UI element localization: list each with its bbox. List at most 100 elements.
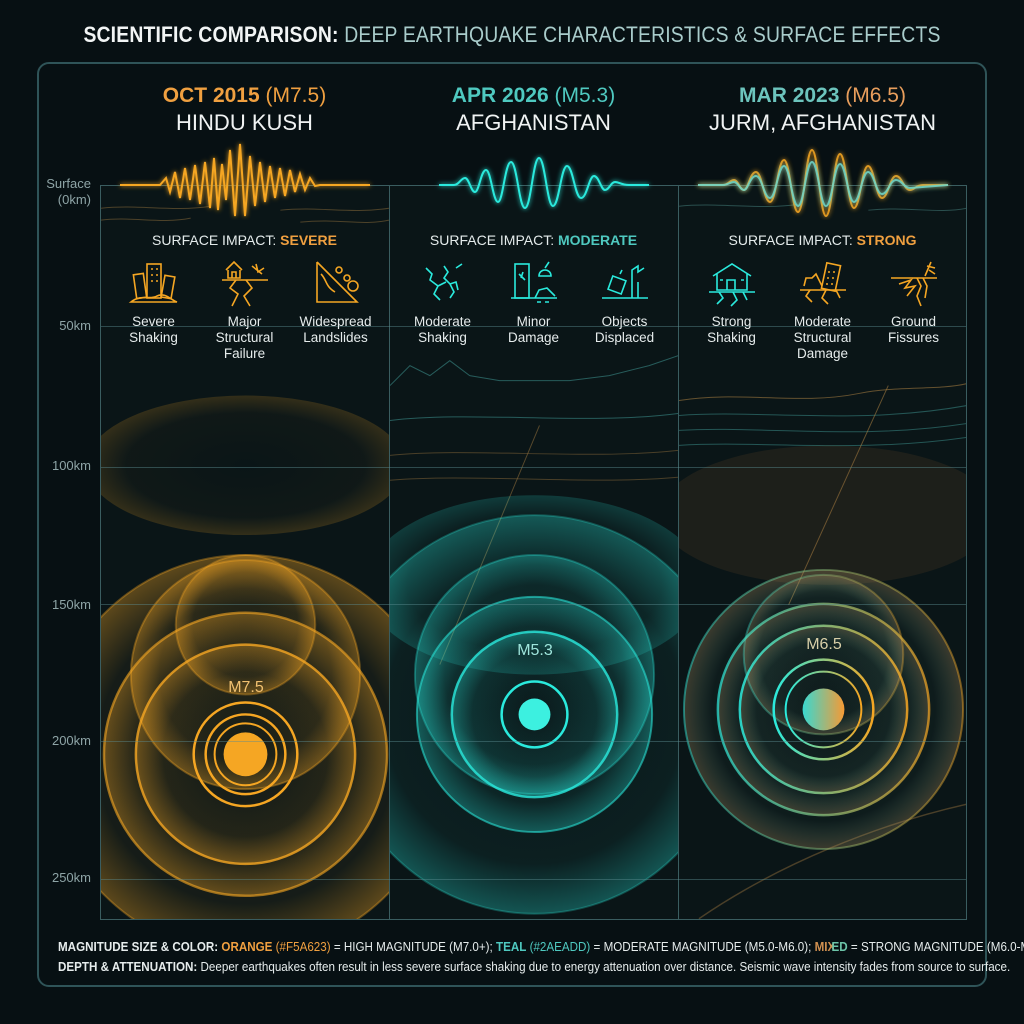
impact-level: MODERATE xyxy=(558,232,638,248)
gridline-150km xyxy=(101,604,966,605)
seismogram-mixed xyxy=(698,148,949,218)
landslide-icon xyxy=(315,261,359,303)
event-column-2026: M5.3 xyxy=(390,186,679,919)
impact-level: SEVERE xyxy=(280,232,337,248)
legend-teal-desc: = MODERATE MAGNITUDE (M5.0-M6.0); xyxy=(593,940,812,954)
epicenter-dot xyxy=(802,688,845,731)
page-title: SCIENTIFIC COMPARISON: DEEP EARTHQUAKE C… xyxy=(61,22,962,48)
surface-impact-2023: SURFACE IMPACT: STRONG xyxy=(678,232,967,248)
legend-mixed-desc: = STRONG MAGNITUDE (M6.0-M7.0). xyxy=(850,940,1024,954)
collapsing-buildings-icon xyxy=(128,263,177,303)
event-date-text: MAR 2023 xyxy=(739,84,840,107)
effect-label-1: Severe xyxy=(132,314,175,329)
seismic-rings-mixed xyxy=(679,203,966,919)
effect-label-1: Moderate xyxy=(793,314,852,329)
legend-mixed-word-b: ED xyxy=(831,940,848,954)
event-date-text: OCT 2015 xyxy=(162,84,260,107)
gridline-50km xyxy=(101,326,966,327)
legend-teal-word: TEAL xyxy=(495,940,527,954)
epicenter-dot xyxy=(223,732,268,777)
depth-label-150: 150km xyxy=(51,597,91,612)
legend-mixed-word-a: MIX xyxy=(814,940,836,954)
effect-item: Minor Damage xyxy=(491,256,577,346)
legend-line-depth: DEPTH & ATTENUATION: Deeper earthquakes … xyxy=(58,957,1010,977)
effect-label-2: Landslides xyxy=(303,330,368,345)
seismogram-orange xyxy=(120,143,370,217)
effect-label-1: Objects xyxy=(601,314,648,329)
surface-impact-2026: SURFACE IMPACT: MODERATE xyxy=(389,232,678,248)
legend-text: Deeper earthquakes often result in less … xyxy=(200,960,1011,974)
effect-label-2: Shaking xyxy=(707,330,756,345)
legend: MAGNITUDE SIZE & COLOR: ORANGE (#F5A623)… xyxy=(58,937,1024,977)
depth-label-sub: (0km) xyxy=(57,192,91,207)
depth-label-200: 200km xyxy=(51,733,91,748)
effect-label-2: Displaced xyxy=(594,330,655,345)
seismogram-teal xyxy=(439,156,649,210)
event-column-2023: M6.5 xyxy=(679,186,966,919)
tilted-building-icon xyxy=(799,261,846,305)
objects-displaced-icon xyxy=(601,264,648,299)
effect-label-2: Structural xyxy=(793,330,852,345)
effects-list-2026: Moderate Shaking Minor Damage Objects Di… xyxy=(389,256,678,346)
main-frame xyxy=(37,62,987,987)
event-magnitude: (M5.3) xyxy=(554,84,616,107)
legend-line-magnitude: MAGNITUDE SIZE & COLOR: ORANGE (#F5A623)… xyxy=(58,937,1024,957)
legend-orange-hex: (#F5A623) xyxy=(275,940,331,954)
event-magnitude: (M7.5) xyxy=(265,84,327,107)
effect-label-2: Fissures xyxy=(887,330,939,345)
gridline-200km xyxy=(101,741,966,742)
effect-item: Ground Fissures xyxy=(871,256,957,362)
effect-label-3: Damage xyxy=(796,346,849,361)
legend-orange-word: ORANGE xyxy=(221,940,273,954)
effects-list-2023: Strong Shaking Moderate Structural Damag… xyxy=(678,256,967,362)
seismic-rings-orange xyxy=(101,205,389,919)
effect-label-1: Minor xyxy=(516,314,551,329)
legend-heading: DEPTH & ATTENUATION: xyxy=(58,960,198,974)
impact-prefix: SURFACE IMPACT: xyxy=(728,232,853,248)
effect-label-3: Failure xyxy=(223,346,266,361)
seismic-rings-teal xyxy=(390,355,678,915)
event-location: HINDU KUSH xyxy=(176,110,313,135)
cracks-icon xyxy=(424,263,462,301)
impact-level: STRONG xyxy=(856,232,917,248)
effect-label-1: Widespread xyxy=(299,314,372,329)
legend-heading: MAGNITUDE SIZE & COLOR: xyxy=(58,940,219,954)
ring-magnitude-label: M7.5 xyxy=(228,679,264,696)
effect-item: Major Structural Failure xyxy=(202,256,288,362)
effects-list-2015: Severe Shaking Major Structural Failure … xyxy=(100,256,389,362)
epicenter-dot xyxy=(518,698,551,731)
effect-label-2: Shaking xyxy=(418,330,467,345)
event-headers: OCT 2015 (M7.5) HINDU KUSH SURFACE IMPAC… xyxy=(100,0,967,400)
legend-teal-hex: (#2AEADD) xyxy=(529,940,591,954)
effect-item: Severe Shaking xyxy=(111,256,197,362)
event-magnitude: (M6.5) xyxy=(845,84,906,107)
gridline-250km xyxy=(101,879,966,880)
event-location: AFGHANISTAN xyxy=(456,110,611,135)
effect-item: Moderate Structural Damage xyxy=(780,256,866,362)
ring-magnitude-label: M5.3 xyxy=(517,642,553,659)
event-date: MAR 2023 (M6.5) xyxy=(678,84,967,108)
minor-damage-icon xyxy=(510,261,557,303)
effect-label-1: Ground xyxy=(890,314,937,329)
surface-impact-2015: SURFACE IMPACT: SEVERE xyxy=(100,232,389,248)
legend-orange-desc: = HIGH MAGNITUDE (M7.0+); xyxy=(333,940,493,954)
event-date-text: APR 2026 xyxy=(451,84,549,107)
effect-label-1: Major xyxy=(227,314,262,329)
effect-label-1: Moderate xyxy=(413,314,472,329)
event-header-2026: APR 2026 (M5.3) AFGHANISTAN xyxy=(389,84,678,136)
ground-fissure-icon xyxy=(890,261,937,307)
event-column-2015: M7.5 xyxy=(101,186,390,919)
event-location: JURM, AFGHANISTAN xyxy=(709,110,936,135)
title-light: DEEP EARTHQUAKE CHARACTERISTICS & SURFAC… xyxy=(344,22,941,47)
effect-label-1: Strong xyxy=(711,314,752,329)
gridline-100km xyxy=(101,467,966,468)
event-date: APR 2026 (M5.3) xyxy=(389,84,678,108)
depth-label-50: 50km xyxy=(59,318,91,333)
effect-label-2: Damage xyxy=(507,330,560,345)
impact-prefix: SURFACE IMPACT: xyxy=(429,232,555,248)
structural-failure-icon xyxy=(221,260,268,307)
effect-item: Strong Shaking xyxy=(689,256,775,362)
effect-item: Widespread Landslides xyxy=(293,256,379,362)
event-date: OCT 2015 (M7.5) xyxy=(100,84,389,108)
depth-label-250: 250km xyxy=(51,870,91,885)
